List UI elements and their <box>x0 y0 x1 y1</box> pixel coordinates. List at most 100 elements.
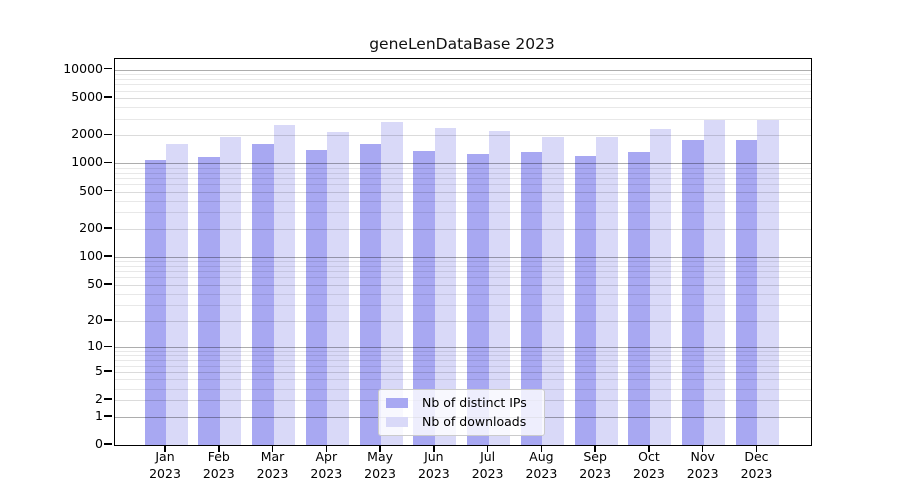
bar-nb-of-distinct-ips-may-2023 <box>359 143 382 445</box>
x-tick-year: 2023 <box>310 465 343 481</box>
bar-nb-of-distinct-ips-dec-2023 <box>735 140 758 445</box>
legend: Nb of distinct IPs Nb of downloads <box>378 389 545 436</box>
y-tick-label-1: 1 <box>95 407 103 423</box>
x-tick-month: Mar <box>260 449 285 464</box>
legend-swatch-downloads <box>386 417 408 428</box>
x-tick-month: Apr <box>315 449 338 464</box>
x-tick-month: Nov <box>690 449 715 464</box>
gridline-10000 <box>115 69 811 71</box>
x-tick-label-dec-2023: Dec 2023 <box>726 449 786 482</box>
x-tick-sep-2023 <box>594 445 596 452</box>
x-tick-year: 2023 <box>686 465 719 481</box>
gridline-1000 <box>115 163 811 165</box>
minor-gridline-70 <box>115 271 811 273</box>
bar-nb-of-distinct-ips-jun-2023 <box>413 150 435 445</box>
y-tick-label-0: 0 <box>95 436 103 451</box>
bar-nb-of-downloads-mar-2023 <box>273 125 296 445</box>
bar-nb-of-downloads-dec-2023 <box>757 120 779 445</box>
minor-gridline-300 <box>115 212 811 214</box>
x-tick-month: Aug <box>529 449 554 464</box>
bar-nb-of-downloads-aug-2023 <box>542 137 564 445</box>
gridline-5 <box>115 371 811 373</box>
bar-nb-of-distinct-ips-mar-2023 <box>252 143 274 445</box>
y-tick-10000 <box>104 67 112 70</box>
x-tick-apr-2023 <box>325 445 328 452</box>
chart-title: geneLenDataBase 2023 <box>369 35 555 53</box>
minor-gridline-7000 <box>115 84 811 86</box>
gridline-50 <box>115 284 811 286</box>
bar-nb-of-downloads-jun-2023 <box>434 128 457 445</box>
minor-gridline-6 <box>115 365 811 367</box>
minor-gridline-7 <box>115 360 811 362</box>
x-tick-label-nov-2023: Nov 2023 <box>673 449 733 482</box>
plot-area <box>114 58 812 446</box>
y-tick-0 <box>104 443 112 445</box>
bar-nb-of-distinct-ips-feb-2023 <box>198 157 220 445</box>
gridline-2000 <box>115 135 811 137</box>
gridline-100 <box>115 256 811 258</box>
x-tick-month: Jan <box>155 449 175 464</box>
bar-nb-of-downloads-jul-2023 <box>488 131 511 445</box>
bar-nb-of-distinct-ips-sep-2023 <box>574 156 597 445</box>
x-tick-label-mar-2023: Mar 2023 <box>243 449 303 482</box>
minor-gridline-8 <box>115 355 811 357</box>
bar-nb-of-distinct-ips-aug-2023 <box>520 152 543 445</box>
x-tick-year: 2023 <box>364 465 396 481</box>
gridline-200 <box>115 228 811 230</box>
x-tick-year: 2023 <box>471 465 504 481</box>
x-tick-aug-2023 <box>540 445 543 452</box>
minor-gridline-4 <box>115 379 811 381</box>
x-tick-feb-2023 <box>218 445 220 452</box>
y-tick-20 <box>104 319 112 321</box>
x-tick-year: 2023 <box>149 465 181 481</box>
minor-gridline-4000 <box>115 107 811 109</box>
x-tick-month: Oct <box>638 449 660 464</box>
bar-nb-of-downloads-nov-2023 <box>703 120 726 445</box>
x-tick-month: Jun <box>424 449 444 464</box>
x-tick-dec-2023 <box>755 445 758 452</box>
legend-item-downloads: Nb of downloads <box>379 415 544 429</box>
y-tick-5000 <box>104 96 112 98</box>
x-tick-year: 2023 <box>579 465 612 481</box>
y-tick-500 <box>104 189 112 192</box>
bar-nb-of-distinct-ips-nov-2023 <box>682 140 704 445</box>
minor-gridline-6000 <box>115 90 811 92</box>
x-tick-oct-2023 <box>648 445 650 452</box>
bar-nb-of-distinct-ips-jul-2023 <box>467 154 489 445</box>
y-tick-label-1000: 1000 <box>71 154 103 170</box>
y-tick-label-5000: 5000 <box>71 88 103 104</box>
y-tick-100 <box>104 255 112 257</box>
y-tick-200 <box>104 227 112 229</box>
x-tick-month: Jul <box>480 449 496 464</box>
x-tick-label-jul-2023: Jul 2023 <box>458 449 518 482</box>
y-tick-label-5: 5 <box>95 362 103 378</box>
minor-gridline-900 <box>115 167 811 169</box>
x-tick-month: Sep <box>583 449 607 464</box>
x-tick-month: Dec <box>744 449 769 464</box>
y-tick-label-10000: 10000 <box>63 60 103 76</box>
bar-nb-of-distinct-ips-apr-2023 <box>305 149 328 445</box>
minor-gridline-40 <box>115 293 811 295</box>
gridline-20 <box>115 320 811 322</box>
gridline-500 <box>115 191 811 193</box>
y-tick-label-50: 50 <box>87 275 103 291</box>
y-tick-2000 <box>104 133 112 135</box>
y-tick-label-200: 200 <box>79 219 103 235</box>
x-tick-mar-2023 <box>271 445 274 452</box>
minor-gridline-400 <box>115 200 811 202</box>
y-tick-label-2000: 2000 <box>71 126 103 142</box>
gridline-5000 <box>115 97 811 99</box>
minor-gridline-90 <box>115 261 811 263</box>
minor-gridline-700 <box>115 177 811 179</box>
legend-swatch-distinct-ips <box>386 397 408 408</box>
x-tick-year: 2023 <box>256 465 289 481</box>
x-tick-label-jun-2023: Jun 2023 <box>404 449 464 482</box>
x-tick-year: 2023 <box>633 465 665 481</box>
x-tick-jan-2023 <box>164 445 166 452</box>
minor-gridline-60 <box>115 277 811 279</box>
gridline-10 <box>115 347 811 349</box>
bar-nb-of-distinct-ips-oct-2023 <box>628 151 650 445</box>
x-tick-jul-2023 <box>486 445 489 452</box>
minor-gridline-600 <box>115 184 811 186</box>
x-tick-month: May <box>367 449 393 464</box>
